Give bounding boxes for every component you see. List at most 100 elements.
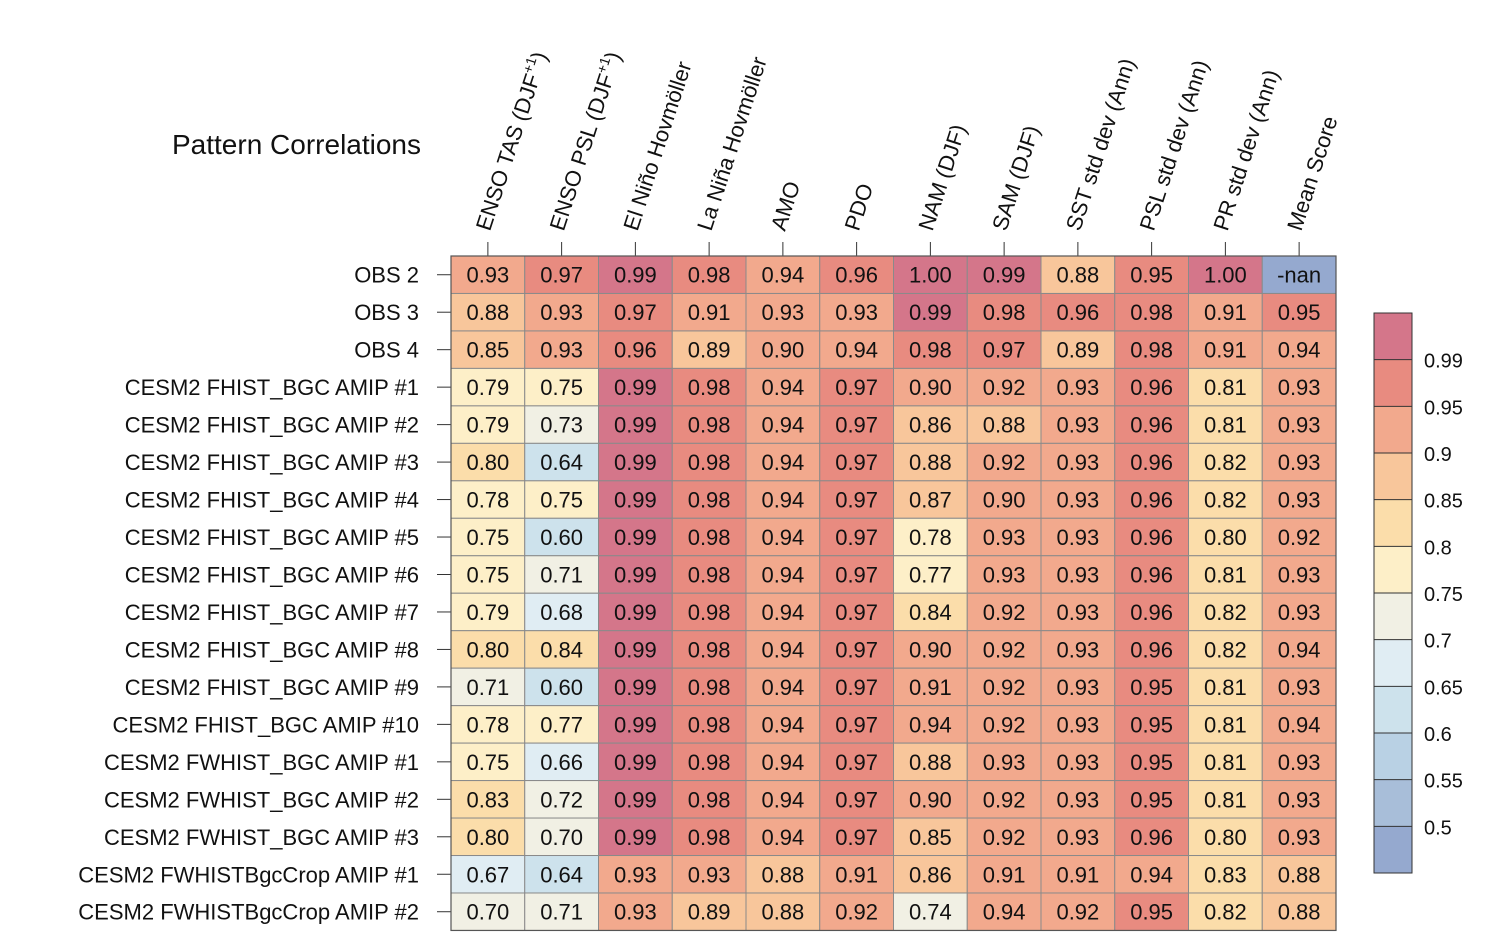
- heatmap-cell: [893, 592, 968, 632]
- cell-value-label: 0.92: [983, 450, 1026, 475]
- cell-value-label: 0.88: [1056, 263, 1099, 288]
- heatmap-cell: [1040, 292, 1116, 332]
- cell-value-label: 0.93: [1056, 413, 1099, 438]
- row-label: CESM2 FHIST_BGC AMIP #10: [113, 712, 419, 737]
- cell-value-label: 0.94: [761, 750, 804, 775]
- heatmap-cell: [1188, 405, 1263, 444]
- cell-value-label: 0.96: [1130, 562, 1173, 587]
- colorbar-tick-label: 0.65: [1424, 677, 1463, 699]
- heatmap-cells: 0.93 0.97 0.99 0.98 0.94 0.96 1.00 0.99 0.88 0.95…: [450, 255, 1337, 932]
- cell-value-label: -nan: [1277, 263, 1321, 288]
- heatmap-cell: [1261, 630, 1337, 669]
- cell-value-label: 0.98: [688, 413, 731, 438]
- cell-value-label: 0.99: [614, 675, 657, 700]
- cell-value-label: 0.83: [466, 787, 509, 812]
- cell-value-label: 0.98: [909, 338, 952, 363]
- heatmap-cell: [598, 255, 673, 294]
- heatmap-cell: [524, 367, 599, 407]
- heatmap-cell: [966, 667, 1042, 707]
- heatmap-cell: [598, 367, 673, 407]
- cell-value-label: 0.75: [466, 750, 509, 775]
- heatmap-cell: [819, 817, 894, 857]
- cell-value-label: 0.93: [1056, 600, 1099, 625]
- colorbar-tick-label: 0.95: [1424, 397, 1463, 419]
- colorbar: 0.5 0.55 0.6 0.65 0.7 0.75 0.8 0.85 0.9 0.95 0.99: [1373, 312, 1463, 874]
- heatmap-cell: [450, 480, 526, 519]
- heatmap-frame: [450, 255, 1337, 932]
- column-label: SST std dev (Ann): [1061, 55, 1140, 233]
- cell-value-label: 0.92: [983, 675, 1026, 700]
- cell-value-label: 0.93: [983, 562, 1026, 587]
- column-label: PR std dev (Ann): [1208, 67, 1284, 234]
- heatmap-cell: [450, 330, 526, 369]
- cell-value-label: 0.93: [466, 263, 509, 288]
- cell-value-label: 0.79: [466, 375, 509, 400]
- cell-value-label: 0.84: [909, 600, 952, 625]
- heatmap-cell: [966, 517, 1042, 557]
- cell-value-label: 0.93: [1056, 562, 1099, 587]
- cell-value-label: 0.94: [909, 712, 952, 737]
- heatmap-cell: [745, 405, 821, 444]
- cell-value-label: 0.93: [1056, 488, 1099, 513]
- cell-value-label: 0.90: [983, 488, 1026, 513]
- cell-value-label: 0.90: [761, 338, 804, 363]
- cell-value-label: 0.60: [540, 675, 583, 700]
- heatmap-cell: [1188, 555, 1263, 594]
- cell-value-label: 0.77: [909, 562, 952, 587]
- row-label: CESM2 FHIST_BGC AMIP #2: [125, 413, 419, 438]
- row-label: CESM2 FHIST_BGC AMIP #7: [125, 600, 419, 625]
- cell-value-label: 0.71: [466, 675, 509, 700]
- colorbar-segment: [1374, 593, 1412, 640]
- colorbar-segment: [1374, 313, 1412, 360]
- cell-value-label: 0.99: [909, 300, 952, 325]
- cell-value-label: 0.90: [909, 375, 952, 400]
- row-label: CESM2 FHIST_BGC AMIP #6: [125, 562, 419, 587]
- heatmap-cell: [966, 630, 1042, 669]
- cell-value-label: 0.75: [540, 375, 583, 400]
- heatmap-cell: [1261, 780, 1337, 819]
- cell-value-label: 0.84: [540, 637, 583, 662]
- cell-value-label: 0.95: [1130, 750, 1173, 775]
- heatmap-cell: [1040, 855, 1116, 894]
- heatmap-cell: [1188, 292, 1263, 332]
- heatmap-cell: [1040, 780, 1116, 819]
- colorbar-segment: [1374, 546, 1412, 593]
- heatmap-cell: [1188, 367, 1263, 407]
- cell-value-label: 0.93: [1056, 825, 1099, 850]
- heatmap-cell: [1040, 630, 1116, 669]
- cell-value-label: 0.93: [540, 338, 583, 363]
- heatmap-cell: [966, 705, 1042, 744]
- heatmap-cell: [819, 292, 894, 332]
- heatmap-cell: [598, 442, 673, 482]
- cell-value-label: 0.93: [1278, 825, 1321, 850]
- heatmap-cell: [450, 780, 526, 819]
- cell-value-label: 0.93: [1056, 375, 1099, 400]
- cell-value-label: 1.00: [1204, 263, 1247, 288]
- heatmap-cell: [819, 255, 894, 294]
- heatmap-cell: [1040, 667, 1116, 707]
- row-label: CESM2 FHIST_BGC AMIP #5: [125, 525, 419, 550]
- cell-value-label: 0.99: [614, 750, 657, 775]
- cell-value-label: 0.97: [983, 338, 1026, 363]
- chart-title: Pattern Correlations: [172, 129, 421, 160]
- cell-value-label: 0.81: [1204, 750, 1247, 775]
- cell-value-label: 0.80: [1204, 525, 1247, 550]
- heatmap-cell: [1040, 330, 1116, 369]
- heatmap-cell: [1114, 705, 1189, 744]
- heatmap-cell: [819, 780, 894, 819]
- cell-value-label: 0.93: [1056, 712, 1099, 737]
- cell-value-label: 0.81: [1204, 375, 1247, 400]
- row-label: CESM2 FWHIST_BGC AMIP #2: [104, 787, 419, 812]
- column-label: La Niña Hovmöller: [692, 54, 772, 234]
- heatmap-cell: [1114, 517, 1189, 557]
- cell-value-label: 0.98: [688, 450, 731, 475]
- cell-value-label: 0.94: [761, 488, 804, 513]
- cell-value-label: 0.96: [1130, 488, 1173, 513]
- cell-value-label: 0.66: [540, 750, 583, 775]
- cell-value-label: 0.89: [688, 900, 731, 925]
- cell-value-label: 0.78: [466, 712, 509, 737]
- heatmap-cell: [671, 855, 747, 894]
- cell-value-label: 0.82: [1204, 450, 1247, 475]
- colorbar-segment: [1374, 453, 1412, 500]
- heatmap-cell: [1114, 592, 1189, 632]
